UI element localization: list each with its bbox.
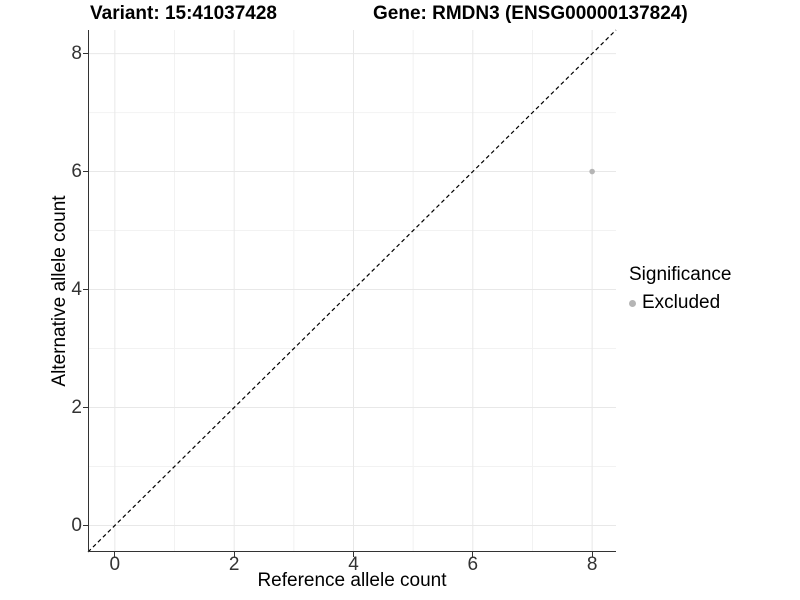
y-axis-title: Alternative allele count [49, 195, 70, 387]
x-tick-label: 0 [109, 554, 121, 575]
x-tick-label: 2 [228, 554, 240, 575]
x-tick-mark [472, 552, 474, 557]
legend-title: Significance [629, 264, 732, 285]
x-tick-label: 4 [348, 554, 359, 575]
legend: Significance Excluded [629, 264, 731, 314]
plot-panel [87, 29, 617, 553]
y-tick-mark [83, 406, 88, 408]
legend-item-excluded: Excluded [629, 292, 731, 314]
x-tick-mark [114, 552, 116, 557]
y-tick-mark [83, 53, 88, 55]
y-tick-mark [83, 171, 88, 173]
plot-title-gene: Gene: RMDN3 (ENSG00000137824) [373, 3, 688, 24]
y-tick-label: 2 [71, 396, 82, 418]
y-tick-label: 6 [71, 161, 82, 183]
y-tick-label: 0 [71, 514, 82, 536]
plot-title-variant: Variant: 15:41037428 [90, 3, 277, 24]
x-tick-mark [591, 552, 593, 557]
data-point [589, 168, 595, 175]
x-tick-label: 8 [586, 554, 598, 575]
x-axis-title: Reference allele count [257, 570, 447, 591]
x-tick-label: 6 [467, 554, 479, 575]
legend-item-label: Excluded [642, 292, 721, 313]
legend-key-dot-icon [629, 299, 636, 307]
x-tick-mark [352, 552, 354, 557]
y-tick-mark [83, 524, 88, 526]
y-tick-label: 4 [71, 279, 82, 301]
y-tick-mark [83, 289, 88, 291]
y-tick-label: 8 [71, 43, 82, 65]
identity-dashed-line [87, 29, 617, 553]
x-tick-mark [233, 552, 235, 557]
plot-canvas [87, 29, 617, 553]
